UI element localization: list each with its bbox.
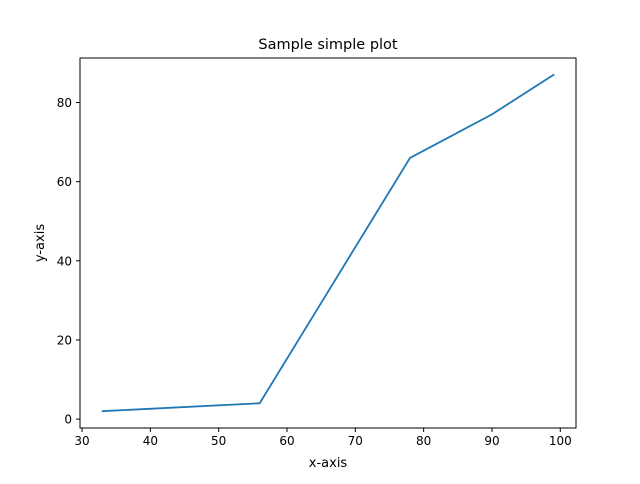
x-tick-label: 60: [279, 434, 294, 448]
x-tick-label: 40: [143, 434, 158, 448]
x-tick-label: 100: [549, 434, 572, 448]
chart-title: Sample simple plot: [258, 37, 398, 53]
y-axis-label: y-axis: [33, 224, 48, 262]
x-tick-label: 50: [211, 434, 226, 448]
y-tick-label: 20: [57, 333, 72, 347]
x-tick-label: 70: [348, 434, 363, 448]
series-group: [101, 73, 555, 413]
x-axis-label: x-axis: [309, 456, 348, 471]
y-axis-ticks: 0 20 40 60 80: [57, 96, 80, 427]
x-tick-label: 90: [484, 434, 499, 448]
y-tick-label: 80: [57, 96, 72, 110]
series-line: [101, 73, 555, 413]
x-axis-ticks: 30 40 50 60 70 80 90 100: [74, 428, 572, 448]
y-tick-label: 40: [57, 254, 72, 268]
y-tick-label: 60: [57, 175, 72, 189]
plot-frame: [79, 57, 577, 429]
x-tick-label: 30: [74, 434, 89, 448]
x-tick-label: 80: [416, 434, 431, 448]
y-tick-label: 0: [64, 413, 72, 427]
